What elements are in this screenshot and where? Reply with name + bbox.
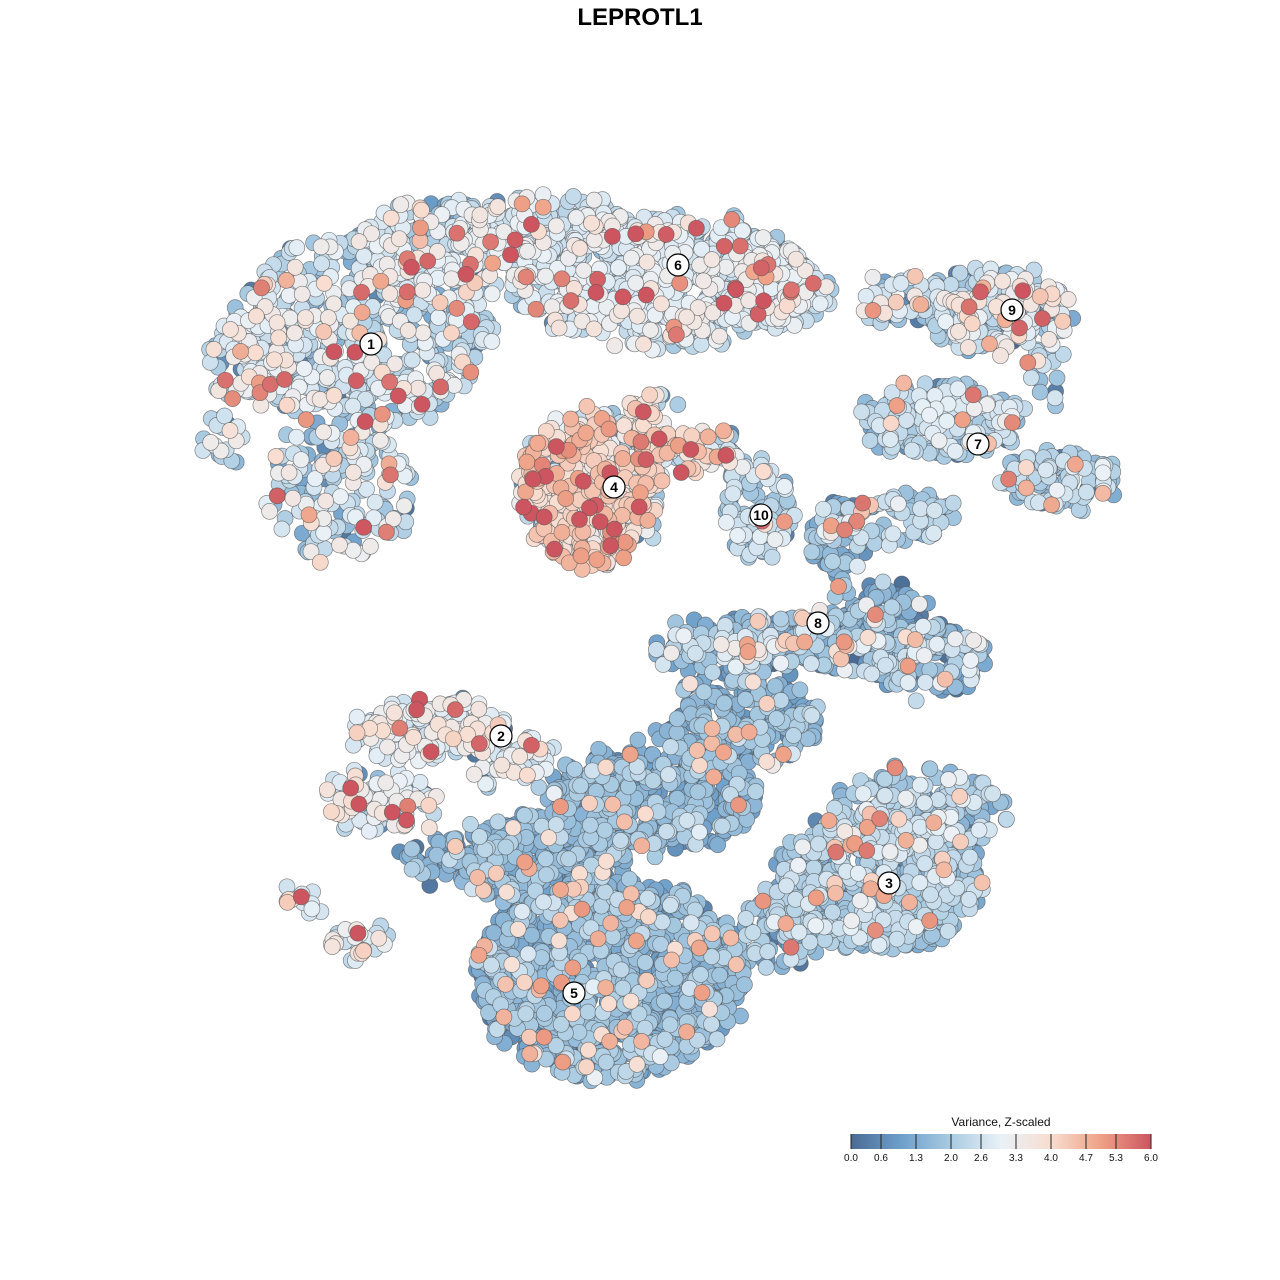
scatter-point bbox=[709, 836, 727, 854]
scatter-point bbox=[572, 777, 589, 795]
scatter-point bbox=[564, 188, 582, 205]
scatter-point bbox=[1048, 369, 1066, 387]
scatter-point bbox=[656, 992, 673, 1010]
scatter-point bbox=[658, 823, 675, 840]
scatter-point bbox=[666, 969, 684, 987]
scatter-point bbox=[530, 779, 548, 796]
scatter-point bbox=[662, 738, 680, 756]
scatter-point bbox=[471, 828, 488, 846]
scatter-point bbox=[403, 840, 421, 858]
scatter-point bbox=[648, 641, 665, 658]
scatter-point bbox=[516, 807, 533, 824]
scatter-point bbox=[713, 817, 731, 835]
scatter-point bbox=[669, 396, 687, 413]
scatter-points bbox=[194, 186, 1123, 1090]
scatter-point bbox=[536, 1005, 553, 1022]
scatter-point bbox=[766, 677, 784, 695]
scatter-point bbox=[824, 903, 841, 921]
scatter-point bbox=[921, 760, 939, 778]
scatter-point bbox=[711, 966, 729, 984]
scatter-point bbox=[744, 924, 762, 941]
scatter-point bbox=[708, 1030, 726, 1048]
scatter-point bbox=[824, 553, 841, 570]
scatter-point bbox=[537, 850, 555, 868]
scatter-point bbox=[489, 813, 507, 831]
scatter-point bbox=[772, 610, 790, 628]
scatter-point bbox=[661, 1016, 679, 1034]
scatter-point bbox=[737, 691, 754, 708]
scatter-point bbox=[772, 692, 790, 709]
scatter-point bbox=[566, 760, 583, 778]
scatter-point bbox=[785, 727, 802, 744]
scatter-point bbox=[636, 954, 654, 971]
scatter-point bbox=[944, 494, 962, 512]
scatter-point bbox=[791, 681, 809, 699]
scatter-point bbox=[888, 930, 906, 948]
scatter-point bbox=[629, 731, 647, 749]
scatter-point bbox=[737, 910, 755, 927]
scatter-point bbox=[747, 783, 764, 800]
chart-title: LEPROTL1 bbox=[577, 4, 703, 31]
scatter-point bbox=[537, 866, 555, 884]
scatter-point bbox=[656, 1030, 674, 1048]
scatter-point bbox=[763, 548, 781, 566]
scatter-point bbox=[757, 959, 775, 976]
scatter-point bbox=[644, 772, 662, 790]
scatter-point bbox=[883, 598, 901, 616]
scatter-point bbox=[861, 432, 879, 449]
scatter-point bbox=[715, 694, 733, 712]
scatter-point bbox=[560, 850, 577, 868]
scatter-point bbox=[668, 710, 686, 728]
scatter-point bbox=[853, 403, 870, 421]
scatter-point bbox=[907, 692, 925, 710]
scatter-point bbox=[692, 966, 709, 983]
scatter-point bbox=[403, 860, 421, 878]
scatter-point bbox=[612, 832, 629, 849]
scatter-point bbox=[517, 1005, 535, 1023]
scatter-point bbox=[652, 936, 669, 953]
scatter-point bbox=[810, 835, 827, 853]
scatter-point bbox=[597, 1053, 615, 1071]
scatter-point bbox=[736, 976, 753, 993]
scatter-point bbox=[695, 683, 713, 701]
scatter-point bbox=[939, 922, 957, 940]
scatter-point bbox=[596, 821, 614, 839]
scatter-point bbox=[874, 573, 892, 591]
scatter-point bbox=[581, 816, 599, 834]
scatter-point bbox=[998, 810, 1015, 828]
scatter-point bbox=[803, 543, 821, 561]
scatter-point bbox=[704, 663, 721, 681]
scatter-point bbox=[1031, 383, 1049, 401]
scatter-point bbox=[689, 783, 707, 801]
scatter-point bbox=[612, 961, 630, 979]
scatter-point bbox=[497, 838, 515, 856]
scatter-point bbox=[620, 870, 638, 888]
scatter-point bbox=[759, 943, 777, 960]
scatter-point bbox=[703, 1015, 720, 1033]
scatter-point bbox=[579, 1003, 597, 1021]
scatter-point bbox=[768, 710, 785, 727]
